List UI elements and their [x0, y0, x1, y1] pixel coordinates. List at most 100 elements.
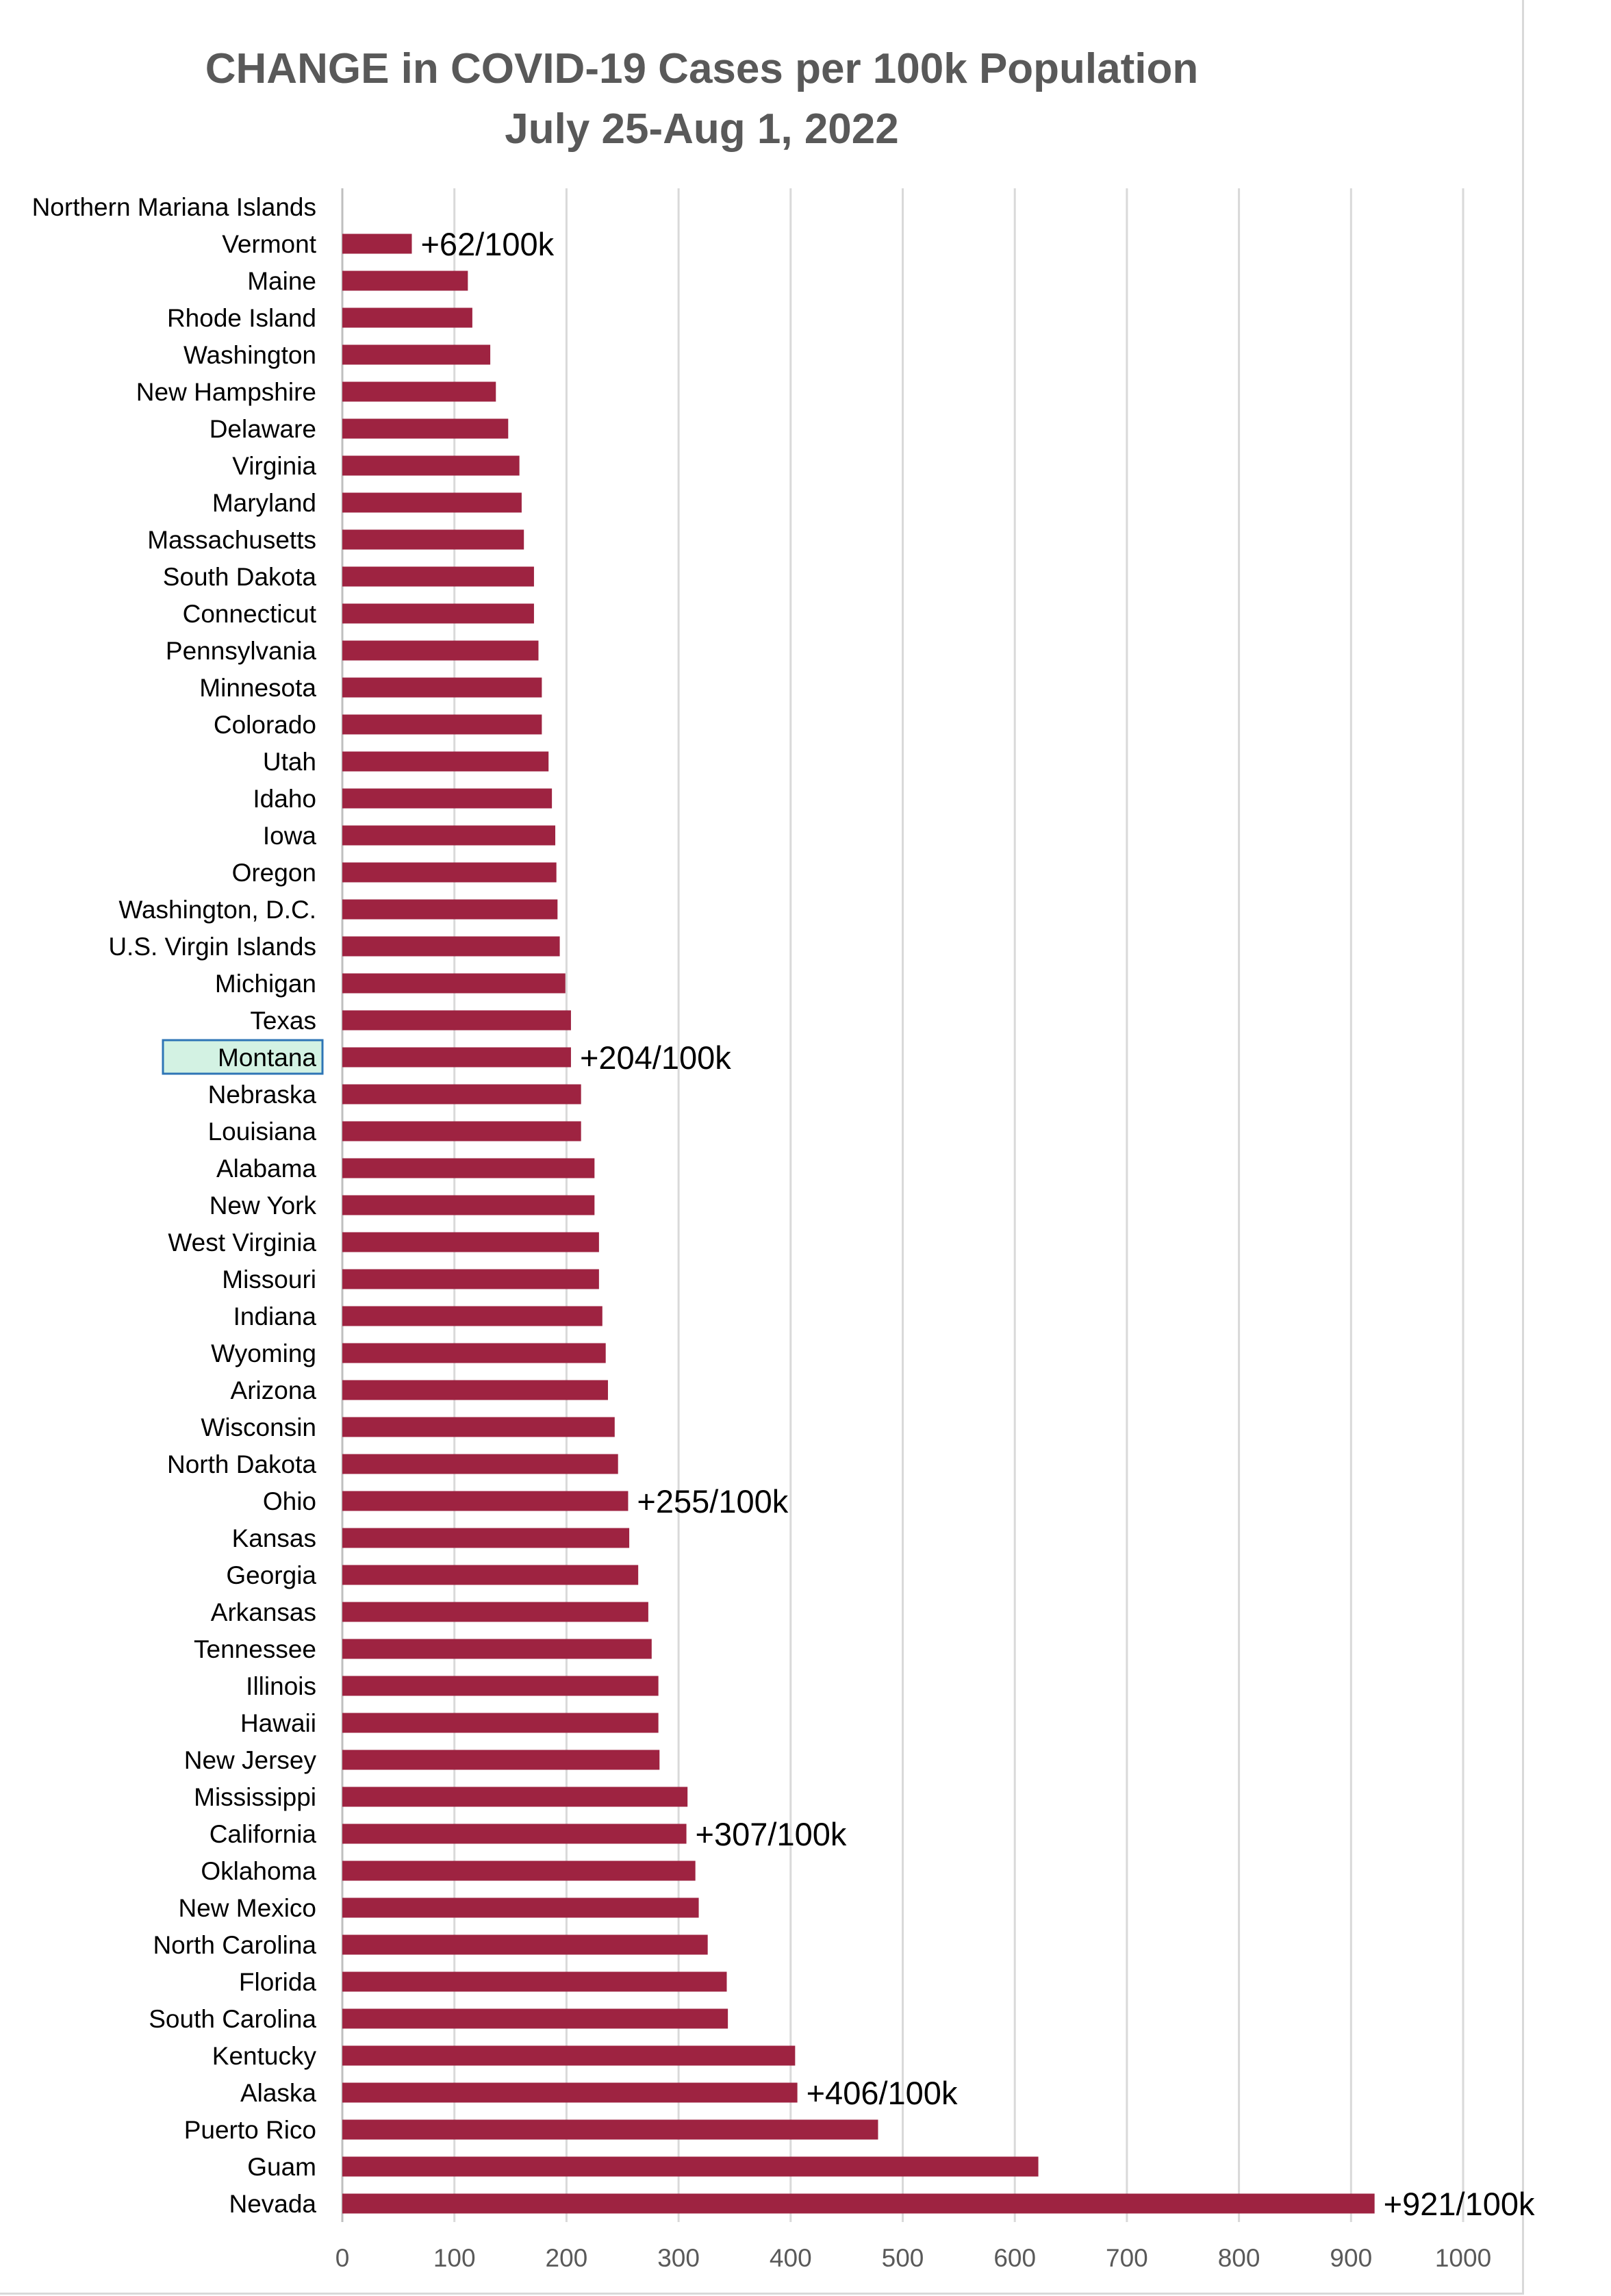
bar	[342, 1934, 708, 1955]
category-label: Guam	[247, 2153, 316, 2181]
bar	[342, 825, 556, 846]
bar	[342, 1565, 639, 1585]
data-label: +406/100k	[807, 2075, 958, 2111]
data-label: +62/100k	[420, 226, 554, 262]
category-label: Virginia	[232, 452, 316, 480]
x-tick-label: 700	[1106, 2244, 1148, 2272]
bar	[342, 899, 558, 920]
bar	[342, 1454, 618, 1474]
category-label: North Dakota	[167, 1450, 316, 1478]
bar	[342, 1195, 595, 1215]
highlight-box	[162, 1039, 324, 1075]
category-label: Tennessee	[194, 1635, 316, 1663]
category-label: Nebraska	[208, 1081, 317, 1109]
bar	[342, 1971, 727, 1992]
category-label: California	[210, 1820, 317, 1848]
bar	[342, 1121, 581, 1141]
bar	[342, 1232, 599, 1252]
category-label: Alabama	[216, 1155, 316, 1183]
bar	[342, 936, 560, 957]
bar	[342, 1639, 652, 1659]
category-label: Georgia	[226, 1561, 316, 1589]
category-label: Oklahoma	[201, 1857, 316, 1885]
category-label: Rhode Island	[167, 304, 316, 332]
x-tick-label: 600	[993, 2244, 1036, 2272]
category-label: Northern Mariana Islands	[32, 193, 316, 221]
category-label: Michigan	[215, 970, 316, 998]
x-tick-label: 0	[335, 2244, 350, 2272]
data-label: +307/100k	[696, 1816, 847, 1852]
category-label: Puerto Rico	[184, 2116, 316, 2144]
bar	[342, 381, 496, 402]
category-label: Montana	[218, 1044, 316, 1072]
bar	[342, 1047, 571, 1068]
category-label: Maine	[247, 267, 316, 295]
category-label: Minnesota	[199, 674, 316, 702]
x-tick-label: 200	[546, 2244, 588, 2272]
category-label: Nevada	[229, 2190, 316, 2218]
category-label: Kansas	[232, 1524, 316, 1552]
bar	[342, 973, 566, 994]
bar	[342, 2045, 796, 2066]
x-tick-label: 300	[657, 2244, 700, 2272]
bar	[342, 1713, 659, 1733]
x-tick-label: 500	[882, 2244, 924, 2272]
bar	[342, 1010, 571, 1031]
bar	[342, 270, 468, 291]
category-label: Arkansas	[211, 1598, 316, 1626]
bar	[342, 862, 557, 883]
bar	[342, 1491, 629, 1511]
category-label: Ohio	[263, 1487, 316, 1515]
category-label: Louisiana	[208, 1118, 317, 1146]
category-label: Indiana	[233, 1302, 317, 1330]
bar	[342, 344, 491, 365]
category-label: West Virginia	[168, 1228, 316, 1257]
bar	[342, 529, 524, 550]
bar	[342, 2193, 1375, 2214]
data-label: +255/100k	[637, 1483, 788, 1519]
chart-title: CHANGE in COVID-19 Cases per 100k Popula…	[205, 45, 1199, 92]
data-label: +204/100k	[580, 1039, 731, 1076]
x-tick-label: 100	[433, 2244, 476, 2272]
category-label: Connecticut	[183, 600, 317, 628]
category-label: Mississippi	[194, 1783, 316, 1811]
bar	[342, 1897, 699, 1918]
x-tick-label: 800	[1218, 2244, 1260, 2272]
bar	[342, 455, 520, 476]
bar	[342, 2082, 798, 2103]
bar	[342, 307, 472, 328]
category-label: South Dakota	[163, 563, 317, 591]
data-label: +921/100k	[1384, 2186, 1535, 2222]
category-label: New Hampshire	[136, 378, 316, 406]
category-label: Utah	[263, 748, 316, 776]
x-tick-label: 400	[770, 2244, 812, 2272]
bar	[342, 1787, 688, 1807]
category-label: Maryland	[212, 489, 316, 517]
category-label: Pennsylvania	[166, 637, 317, 665]
bar	[342, 1824, 687, 1844]
bar	[342, 1860, 696, 1881]
bar	[342, 751, 549, 772]
bar	[342, 1269, 599, 1289]
bar	[342, 1380, 608, 1400]
bar	[342, 788, 553, 809]
category-label: Vermont	[222, 230, 317, 258]
category-label: Hawaii	[240, 1709, 316, 1737]
bar	[342, 1417, 615, 1437]
category-label: North Carolina	[153, 1931, 316, 1959]
x-tick-label: 900	[1330, 2244, 1372, 2272]
category-label: Illinois	[246, 1672, 316, 1700]
bar	[342, 566, 534, 587]
category-label: Iowa	[263, 822, 317, 850]
category-label: Delaware	[210, 415, 316, 443]
category-label: Florida	[239, 1968, 317, 1996]
bar	[342, 2008, 728, 2029]
category-label: U.S. Virgin Islands	[108, 933, 316, 961]
bar	[342, 1158, 595, 1178]
bar	[342, 1084, 581, 1105]
category-label: Wisconsin	[201, 1413, 316, 1441]
bar	[342, 1750, 660, 1770]
category-label: Alaska	[240, 2079, 316, 2107]
